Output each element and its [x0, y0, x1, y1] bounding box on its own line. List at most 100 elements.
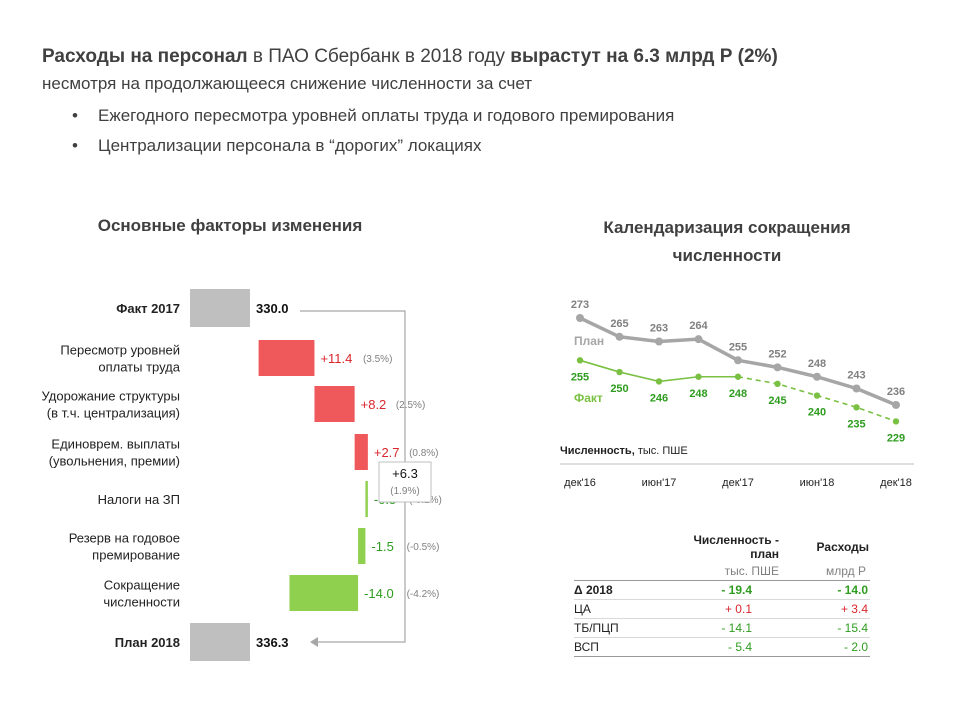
- table-cell-headcount: - 19.4: [668, 580, 780, 600]
- waterfall-bracket-pct: (1.9%): [390, 486, 419, 497]
- waterfall-category-label: оплаты труда: [98, 360, 180, 375]
- fact-point: [616, 368, 623, 376]
- table-row: ЦА + 0.1 + 3.4: [574, 599, 870, 619]
- waterfall-category-label: Пересмотр уровней: [60, 343, 180, 358]
- waterfall-value-label: -1.5: [371, 539, 393, 554]
- line-chart-title: Календаризация сокращения численности: [560, 214, 894, 270]
- x-tick-label: июн'18: [800, 477, 835, 489]
- waterfall-bar: [365, 481, 368, 517]
- table-cell-headcount: + 0.1: [668, 599, 780, 619]
- waterfall-title: Основные факторы изменения: [97, 216, 363, 235]
- fact-point: [853, 404, 860, 411]
- fact-point: [734, 373, 742, 380]
- waterfall-pct-label: (0.8%): [409, 448, 438, 459]
- waterfall-bar: [258, 340, 315, 376]
- fact-data-label: 255: [571, 371, 589, 383]
- fact-point: [774, 380, 781, 387]
- waterfall-bar: [190, 623, 250, 661]
- waterfall-category-label: Единоврем. выплаты: [51, 437, 180, 452]
- waterfall-bar: [354, 434, 368, 470]
- waterfall-pct-label: (-0.5%): [407, 542, 440, 553]
- plan-point: [694, 335, 703, 344]
- col2-unit: млрд Р: [826, 564, 866, 578]
- fact-data-label: 240: [808, 407, 826, 419]
- waterfall-category-label: Резерв на годовое: [69, 531, 180, 546]
- table-row: Δ 2018- 19.4- 14.0: [574, 580, 870, 600]
- plan-point: [773, 363, 782, 372]
- x-tick-label: дек'18: [880, 477, 912, 489]
- plan-point: [892, 400, 900, 409]
- bullet-text: Централизации персонала в “дорогих” лока…: [98, 136, 482, 155]
- waterfall-category-label: Налоги на ЗП: [98, 492, 180, 507]
- table-row: ВСП - 5.4- 2.0: [574, 637, 870, 657]
- waterfall-pct-label: (2.5%): [396, 400, 425, 411]
- fact-data-label: 235: [847, 418, 865, 430]
- bullet-item: • Ежегодного пересмотра уровней оплаты тр…: [72, 106, 674, 126]
- fact-data-label: 246: [650, 392, 668, 404]
- line-chart-title-line1: Календаризация сокращения: [603, 218, 851, 237]
- table-row-label: ТБ/ПЦП: [574, 618, 668, 638]
- waterfall-value-label: 336.3: [256, 635, 289, 650]
- waterfall-chart: Факт 2017 330.0 Пересмотр уровней оплаты тр…: [42, 289, 442, 661]
- fact-point: [655, 378, 663, 385]
- waterfall-pct-label: (3.5%): [363, 354, 392, 365]
- table-cell-headcount: - 14.1: [668, 618, 780, 638]
- table-row: ТБ/ПЦП - 14.1- 15.4: [574, 618, 870, 638]
- waterfall-bar: [190, 289, 250, 327]
- plan-data-label: 248: [808, 358, 826, 370]
- plan-point: [734, 356, 742, 365]
- bullet-text: Ежегодного пересмотра уровней оплаты тру…: [98, 106, 675, 125]
- plan-point: [655, 337, 663, 346]
- fact-data-label: 250: [610, 383, 628, 395]
- page-subtitle: несмотря на продолжающееся снижение числ…: [42, 74, 533, 93]
- table-cell-expenses: - 14.0: [780, 580, 870, 600]
- waterfall-category-label: (в т.ч. централизация): [47, 406, 180, 421]
- waterfall-value-label: +8.2: [361, 397, 387, 412]
- waterfall-value-label: +11.4: [320, 351, 352, 366]
- plan-data-label: 264: [689, 320, 708, 332]
- table-row-label: ЦА: [574, 599, 668, 619]
- table-cell-headcount: - 5.4: [668, 637, 780, 657]
- plan-data-label: 273: [571, 299, 589, 311]
- plan-point: [615, 332, 624, 341]
- plan-data-label: 252: [768, 348, 786, 360]
- waterfall-category-label: (увольнения, премии): [49, 454, 180, 469]
- waterfall-bracket-arrow: [310, 637, 318, 647]
- waterfall-bar: [358, 528, 366, 564]
- bullet-dot: •: [72, 136, 78, 155]
- waterfall-value-label: 330.0: [256, 301, 289, 316]
- x-tick-label: дек'17: [722, 477, 754, 489]
- table-row-label: Δ 2018: [574, 580, 668, 600]
- bullet-item: • Централизации персонала в “дорогих” лок…: [72, 136, 481, 156]
- waterfall-pct-label: (-4.2%): [407, 589, 440, 600]
- x-tick-label: июн'17: [642, 477, 677, 489]
- title-normal: в ПАО Сбербанк в 2018 году: [247, 46, 511, 67]
- bullet-dot: •: [72, 106, 78, 125]
- waterfall-bar: [289, 575, 359, 611]
- col1-header: Численность - план: [693, 533, 779, 561]
- table-header-row: Численность - план Расходы: [574, 532, 870, 563]
- x-tick-label: дек'16: [564, 477, 596, 489]
- table-cell-expenses: - 2.0: [780, 637, 870, 657]
- waterfall-category-label: численности: [103, 595, 180, 610]
- waterfall-category-label: Удорожание структуры: [42, 389, 180, 404]
- waterfall-bracket-box: [378, 461, 432, 503]
- fact-point: [813, 392, 821, 399]
- waterfall-bar: [314, 386, 355, 422]
- table-row-label: ВСП: [574, 637, 668, 657]
- fact-point: [576, 357, 584, 364]
- plan-data-label: 243: [847, 370, 865, 382]
- fact-series-name: Факт: [574, 391, 603, 405]
- line-chart-title-line2: численности: [672, 246, 782, 265]
- y-axis-label-bold: Численность,: [560, 445, 635, 457]
- table-cell-expenses: - 15.4: [780, 618, 870, 638]
- waterfall-category-label: Факт 2017: [116, 301, 180, 316]
- table-unit-row: тыс. ПШЕ млрд Р: [574, 563, 870, 581]
- line-chart: 273 265 263 264 255 252 248 243 236 План 255 250 246…: [560, 299, 914, 489]
- plan-data-label: 236: [887, 386, 905, 398]
- fact-data-label: 245: [768, 395, 786, 407]
- plan-point: [852, 384, 861, 393]
- plan-data-label: 255: [729, 341, 747, 353]
- title-bold-start: Расходы на персонал: [42, 46, 248, 67]
- plan-point: [813, 372, 821, 381]
